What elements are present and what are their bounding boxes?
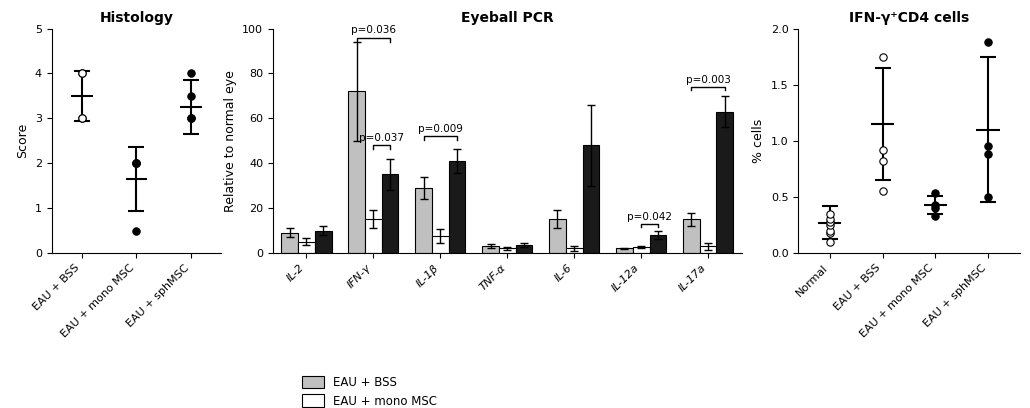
Point <box>927 205 943 211</box>
Title: Histology: Histology <box>100 11 173 24</box>
Bar <box>415 188 432 253</box>
Title: Eyeball PCR: Eyeball PCR <box>460 11 554 24</box>
Text: p=0.009: p=0.009 <box>418 124 462 135</box>
Y-axis label: Score: Score <box>16 123 29 158</box>
Point <box>822 227 838 234</box>
Point <box>822 222 838 228</box>
Point <box>980 194 996 200</box>
Point <box>927 213 943 219</box>
Legend: EAU + BSS, EAU + mono MSC, EAU + sphMSC: EAU + BSS, EAU + mono MSC, EAU + sphMSC <box>302 375 437 408</box>
Point <box>874 188 891 195</box>
Y-axis label: % cells: % cells <box>752 119 765 163</box>
Point <box>183 70 200 77</box>
Point <box>822 238 838 245</box>
Point <box>183 93 200 99</box>
Text: p=0.042: p=0.042 <box>627 212 672 222</box>
Point <box>874 158 891 164</box>
Bar <box>549 220 565 253</box>
Point <box>874 146 891 153</box>
Point <box>822 211 838 217</box>
Point <box>73 70 90 77</box>
Bar <box>315 231 332 253</box>
Text: p=0.037: p=0.037 <box>359 133 404 144</box>
Bar <box>650 235 666 253</box>
Point <box>822 216 838 223</box>
Point <box>73 115 90 122</box>
Text: p=0.003: p=0.003 <box>686 75 730 85</box>
Point <box>128 227 144 234</box>
Point <box>128 160 144 166</box>
Point <box>128 160 144 166</box>
Bar <box>382 175 399 253</box>
Point <box>874 53 891 60</box>
Bar <box>616 248 632 253</box>
Bar <box>432 236 449 253</box>
Bar <box>348 91 365 253</box>
Point <box>822 218 838 225</box>
Point <box>927 190 943 197</box>
Point <box>183 115 200 122</box>
Bar <box>699 246 717 253</box>
Bar <box>583 145 599 253</box>
Bar <box>298 242 315 253</box>
Title: IFN-γ⁺CD4 cells: IFN-γ⁺CD4 cells <box>849 11 969 24</box>
Bar <box>281 233 298 253</box>
Bar <box>516 245 533 253</box>
Point <box>73 115 90 122</box>
Bar <box>365 220 382 253</box>
Bar <box>683 220 699 253</box>
Point <box>73 70 90 77</box>
Point <box>980 143 996 150</box>
Point <box>183 115 200 122</box>
Bar <box>565 248 583 253</box>
Point <box>927 202 943 208</box>
Bar <box>482 246 499 253</box>
Text: p=0.036: p=0.036 <box>351 25 396 35</box>
Point <box>822 229 838 236</box>
Bar <box>717 111 733 253</box>
Point <box>980 39 996 45</box>
Point <box>980 151 996 157</box>
Bar <box>499 248 516 253</box>
Bar <box>632 247 650 253</box>
Y-axis label: Relative to normal eye: Relative to normal eye <box>224 70 237 212</box>
Point <box>128 160 144 166</box>
Bar <box>449 161 466 253</box>
